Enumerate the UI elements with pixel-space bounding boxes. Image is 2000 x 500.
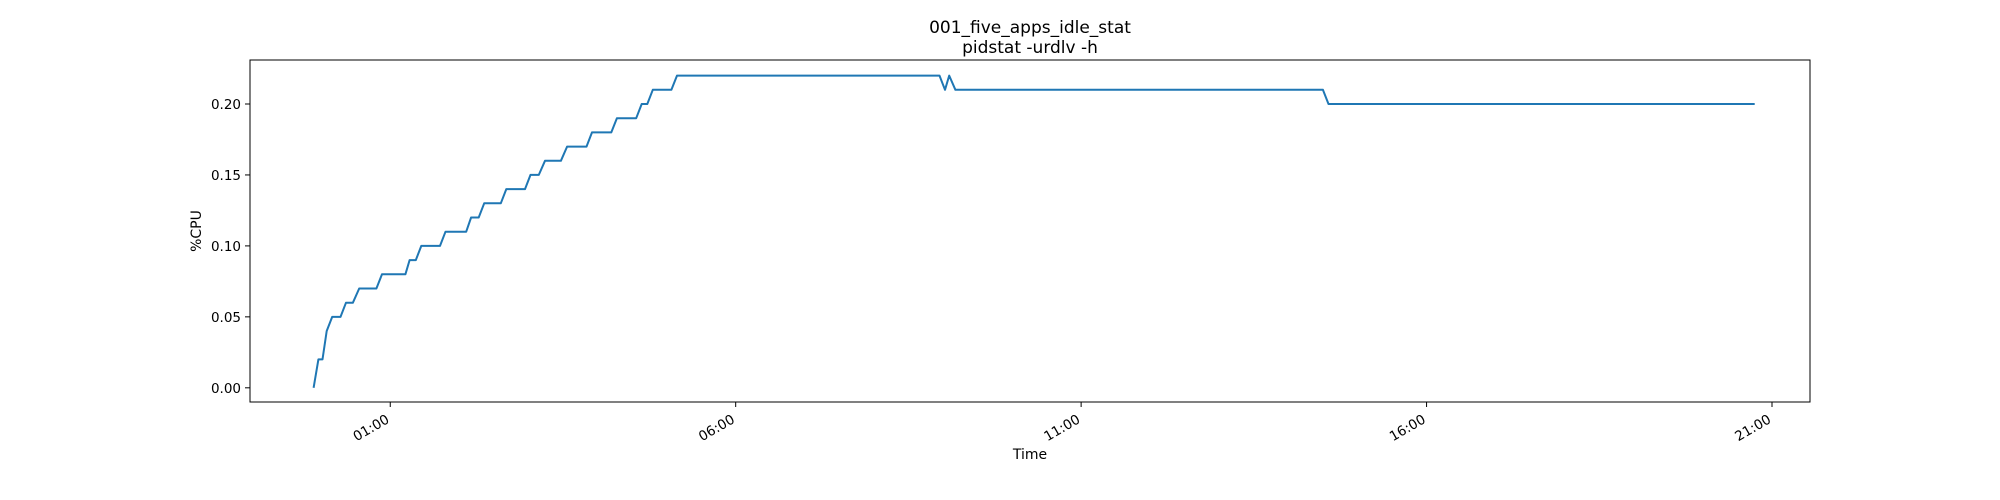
x-tick-label-1: 06:00 (696, 412, 738, 445)
y-tick-label-0: 0.00 (211, 381, 241, 397)
x-tick-label-0: 01:00 (351, 412, 393, 445)
chart-subtitle: pidstat -urdlv -h (962, 38, 1098, 58)
y-tick-label-4: 0.20 (211, 97, 241, 113)
plot-frame (249, 59, 1811, 403)
series-group (312, 74, 1755, 388)
x-axis: 01:00 06:00 11:00 16:00 21:00 (351, 402, 1774, 445)
y-tick-label-1: 0.05 (211, 310, 241, 326)
x-tick-label-4: 21:00 (1732, 412, 1774, 445)
y-axis: 0.00 0.05 0.10 0.15 0.20 (211, 97, 250, 397)
y-axis-label: %CPU (189, 210, 205, 252)
series-line-0 (312, 74, 1755, 388)
x-axis-label: Time (1012, 447, 1047, 463)
x-tick-label-2: 11:00 (1041, 412, 1083, 445)
y-tick-label-2: 0.10 (211, 239, 241, 255)
x-tick-label-3: 16:00 (1387, 412, 1429, 445)
chart-title: 001_five_apps_idle_stat (929, 18, 1131, 38)
y-tick-label-3: 0.15 (211, 168, 241, 184)
